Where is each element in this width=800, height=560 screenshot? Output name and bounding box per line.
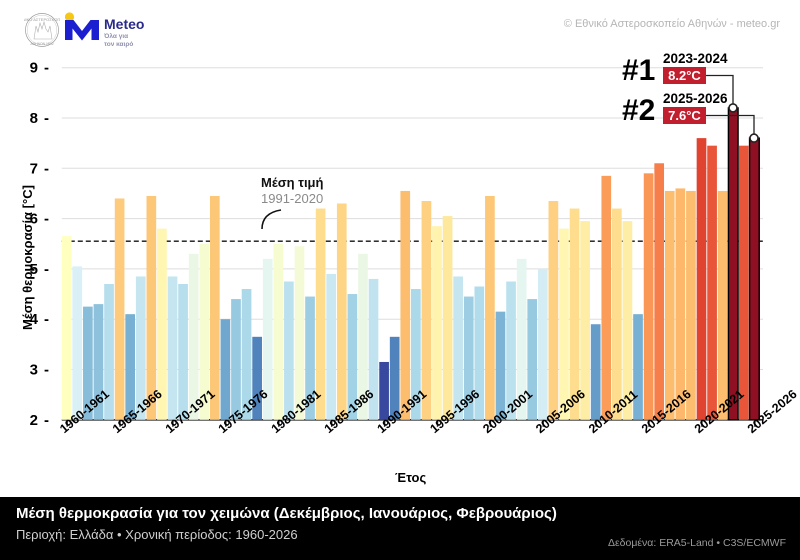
svg-text:-: -: [44, 110, 49, 127]
svg-text:4: 4: [30, 311, 39, 328]
svg-text:-: -: [44, 160, 49, 177]
svg-text:-: -: [44, 261, 49, 278]
svg-text:-: -: [44, 60, 49, 77]
svg-text:5: 5: [30, 261, 38, 278]
svg-text:3: 3: [30, 362, 38, 379]
svg-text:9: 9: [30, 60, 38, 77]
svg-text:#2: #2: [622, 94, 655, 127]
svg-text:8: 8: [30, 110, 38, 127]
svg-text:7.6°C: 7.6°C: [668, 108, 701, 123]
svg-text:2: 2: [30, 412, 38, 429]
svg-text:-: -: [44, 311, 49, 328]
svg-text:-: -: [44, 412, 49, 429]
svg-text:7: 7: [30, 160, 38, 177]
svg-text:-: -: [44, 362, 49, 379]
svg-text:8.2°C: 8.2°C: [668, 68, 701, 83]
svg-text:6: 6: [30, 211, 38, 228]
svg-text:-: -: [44, 211, 49, 228]
svg-text:2025-2026: 2025-2026: [663, 91, 728, 106]
svg-text:Μέση τιμή: Μέση τιμή: [261, 175, 324, 190]
svg-text:1991-2020: 1991-2020: [261, 191, 323, 206]
svg-text:2023-2024: 2023-2024: [663, 51, 728, 66]
svg-text:#1: #1: [622, 54, 655, 87]
